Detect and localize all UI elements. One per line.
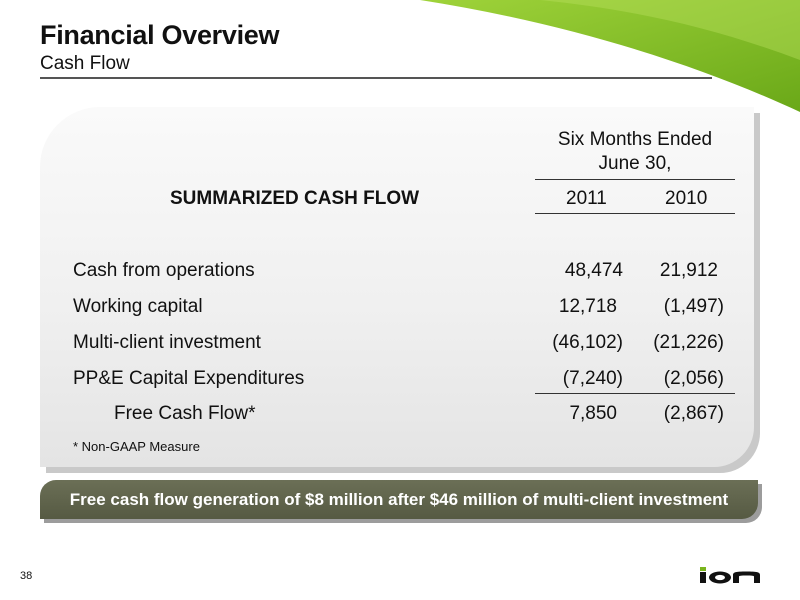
table-section-title: SUMMARIZED CASH FLOW <box>170 188 420 209</box>
page-subtitle: Cash Flow <box>40 53 130 74</box>
column-header-rule <box>535 213 735 214</box>
value-2011: (7,240) <box>562 368 623 389</box>
value-2010: (1,497) <box>663 296 724 317</box>
value-2010: 21,912 <box>659 260 718 281</box>
summary-banner-text: Free cash flow generation of $8 million … <box>69 490 729 509</box>
value-2011: 48,474 <box>564 260 623 281</box>
column-header-2010: 2010 <box>665 188 708 209</box>
value-2010: (2,867) <box>663 403 724 424</box>
value-2011: 7,850 <box>569 403 617 424</box>
row-label: Cash from operations <box>73 260 255 281</box>
value-2011: (46,102) <box>552 332 623 353</box>
row-label: Free Cash Flow* <box>114 403 256 424</box>
total-rule <box>535 393 735 394</box>
ion-logo <box>700 567 760 584</box>
row-label: PP&E Capital Expenditures <box>73 368 305 389</box>
table-panel <box>40 107 754 467</box>
column-header-2011: 2011 <box>566 188 607 209</box>
row-label: Working capital <box>73 296 203 317</box>
footnote: * Non-GAAP Measure <box>73 439 200 454</box>
period-header-rule <box>535 179 735 180</box>
title-divider <box>40 77 712 79</box>
value-2010: (2,056) <box>663 368 724 389</box>
value-2010: (21,226) <box>653 332 724 353</box>
period-header-line1: Six Months Ended <box>557 129 713 150</box>
page-number: 38 <box>20 570 33 582</box>
summary-banner <box>40 480 758 519</box>
row-label: Multi-client investment <box>73 332 261 353</box>
value-2011: 12,718 <box>558 296 617 317</box>
page-title: Financial Overview <box>40 20 280 50</box>
period-header-line2: June 30, <box>598 153 672 174</box>
period-header: Six Months Ended June 30, <box>535 128 735 176</box>
